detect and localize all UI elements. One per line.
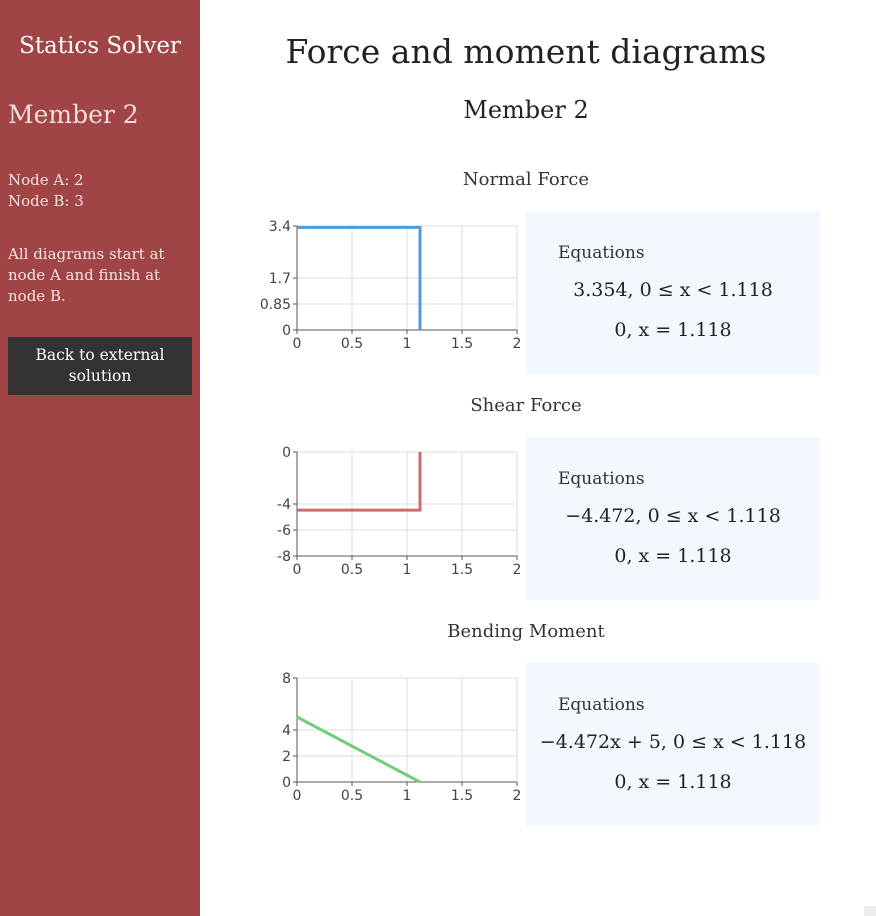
x-tick-label: 2 <box>513 336 522 352</box>
shear-force-equations: Equations −4.472, 0 ≤ x < 1.118 0, x = 1… <box>526 437 820 600</box>
series-line <box>296 715 421 784</box>
x-tick-label: 1.5 <box>451 788 473 804</box>
y-tick-label: -4 <box>277 497 291 513</box>
equation-line: 3.354, 0 ≤ x < 1.118 <box>573 279 773 301</box>
normal-force-title: Normal Force <box>462 169 590 190</box>
equations-label: Equations <box>558 469 645 489</box>
node-info: Node A: 2 Node B: 3 <box>8 170 84 212</box>
equation-line: −4.472x + 5, 0 ≤ x < 1.118 <box>539 731 807 753</box>
scroll-corner <box>864 906 876 916</box>
equation-line: 0, x = 1.118 <box>614 319 732 341</box>
app-title: Statics Solver <box>19 33 181 59</box>
equation-line: 0, x = 1.118 <box>614 545 732 567</box>
x-tick-label: 1 <box>403 788 412 804</box>
equations-label: Equations <box>558 243 645 263</box>
y-tick-label: 2 <box>282 749 291 765</box>
equations-label: Equations <box>558 695 645 715</box>
diagram-note: All diagrams start at node A and finish … <box>8 245 165 305</box>
x-tick-label: 1 <box>403 562 412 578</box>
equation-line: −4.472, 0 ≤ x < 1.118 <box>565 505 781 527</box>
bending-moment-equations: Equations −4.472x + 5, 0 ≤ x < 1.118 0, … <box>526 663 820 826</box>
x-tick-label: 0.5 <box>341 562 363 578</box>
x-tick-label: 1.5 <box>451 336 473 352</box>
x-tick-label: 0 <box>293 562 302 578</box>
node-a-label: Node A: 2 <box>8 171 84 189</box>
sidebar: Statics Solver Member 2 Node A: 2 Node B… <box>0 0 200 916</box>
y-tick-label: -8 <box>277 549 291 565</box>
shear-force-title: Shear Force <box>470 395 582 416</box>
y-tick-label: 3.4 <box>269 219 291 235</box>
node-b-label: Node B: 3 <box>8 192 84 210</box>
member-title: Member 2 <box>8 100 139 129</box>
x-tick-label: 0.5 <box>341 336 363 352</box>
y-tick-label: 0 <box>282 323 291 339</box>
member-subtitle: Member 2 <box>463 96 589 124</box>
x-tick-label: 2 <box>513 788 522 804</box>
y-tick-label: 1.7 <box>269 271 291 287</box>
page-title: Force and moment diagrams <box>285 32 767 71</box>
bending-moment-chart: 0 0.5 1 1.5 2 0 2 4 8 <box>240 662 530 832</box>
series-line <box>297 452 422 512</box>
x-tick-label: 0.5 <box>341 788 363 804</box>
shear-force-chart: 0 0.5 1 1.5 2 0 -4 -6 -8 <box>240 436 530 606</box>
y-tick-label: -6 <box>277 523 291 539</box>
x-tick-label: 0 <box>293 336 302 352</box>
y-tick-label: 0 <box>282 445 291 461</box>
x-tick-label: 1.5 <box>451 562 473 578</box>
y-tick-label: 0.85 <box>260 297 291 313</box>
y-tick-label: 8 <box>282 671 291 687</box>
normal-force-equations: Equations 3.354, 0 ≤ x < 1.118 0, x = 1.… <box>526 211 820 374</box>
x-tick-label: 2 <box>513 562 522 578</box>
x-tick-label: 0 <box>293 788 302 804</box>
series-line <box>297 225 422 330</box>
y-tick-label: 4 <box>282 723 291 739</box>
back-to-external-solution-button[interactable]: Back to external solution <box>8 337 192 395</box>
normal-force-chart: 0 0.5 1 1.5 2 0 0.85 1.7 3.4 <box>240 210 530 380</box>
x-tick-label: 1 <box>403 336 412 352</box>
bending-moment-title: Bending Moment <box>447 621 605 642</box>
equation-line: 0, x = 1.118 <box>614 771 732 793</box>
y-tick-label: 0 <box>282 775 291 791</box>
